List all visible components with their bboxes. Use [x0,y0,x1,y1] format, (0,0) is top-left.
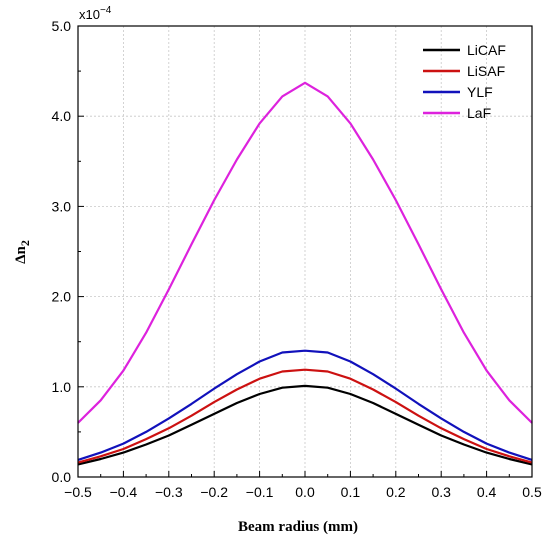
legend-label: LiCAF [467,42,506,58]
y-tick-label: 5.0 [52,18,72,34]
x-tick-label: 0.2 [386,484,406,500]
legend-item-licaf: LiCAF [423,42,506,58]
legend-item-lisaf: LiSAF [423,63,505,79]
x-tick-label: 0.3 [431,484,451,500]
axis-ticks: −0.5 −0.4 −0.3 −0.2 −0.1 0.0 0.1 0.2 0.3 0.4 0.5 0.… [52,18,542,500]
y-tick-label: 3.0 [52,198,72,214]
x-tick-label: −0.5 [64,484,92,500]
x-tick-label: 0.4 [477,484,497,500]
legend-label: LaF [467,105,491,121]
series-line-lisaf [77,368,533,464]
x-tick-label: −0.4 [110,484,138,500]
x-tick-label: −0.2 [200,484,228,500]
x-tick-label: 0.1 [341,484,361,500]
y-tick-label: 4.0 [52,108,72,124]
series-lines [77,81,533,466]
legend: LiCAF LiSAF YLF LaF [423,42,506,121]
y-axis-multiplier: x10−4 [79,5,112,22]
x-tick-label: 0.5 [522,484,542,500]
x-axis-title: Beam radius (mm) [238,519,358,535]
legend-label: LiSAF [467,63,505,79]
x-tick-label: −0.1 [246,484,274,500]
legend-label: YLF [467,84,493,100]
y-axis-title: Δn2 [13,240,32,264]
x-tick-label: −0.3 [155,484,183,500]
series-line-laf [77,81,533,424]
series-line-ylf [77,349,533,461]
grid [77,25,533,478]
svg-text:Δn2: Δn2 [13,240,32,264]
series-line-licaf [77,384,533,466]
legend-item-ylf: YLF [423,84,493,100]
legend-item-laf: LaF [423,105,491,121]
y-tick-label: 1.0 [52,379,72,395]
y-tick-label: 0.0 [52,469,72,485]
y-tick-label: 2.0 [52,289,72,305]
x-tick-label: 0.0 [295,484,315,500]
